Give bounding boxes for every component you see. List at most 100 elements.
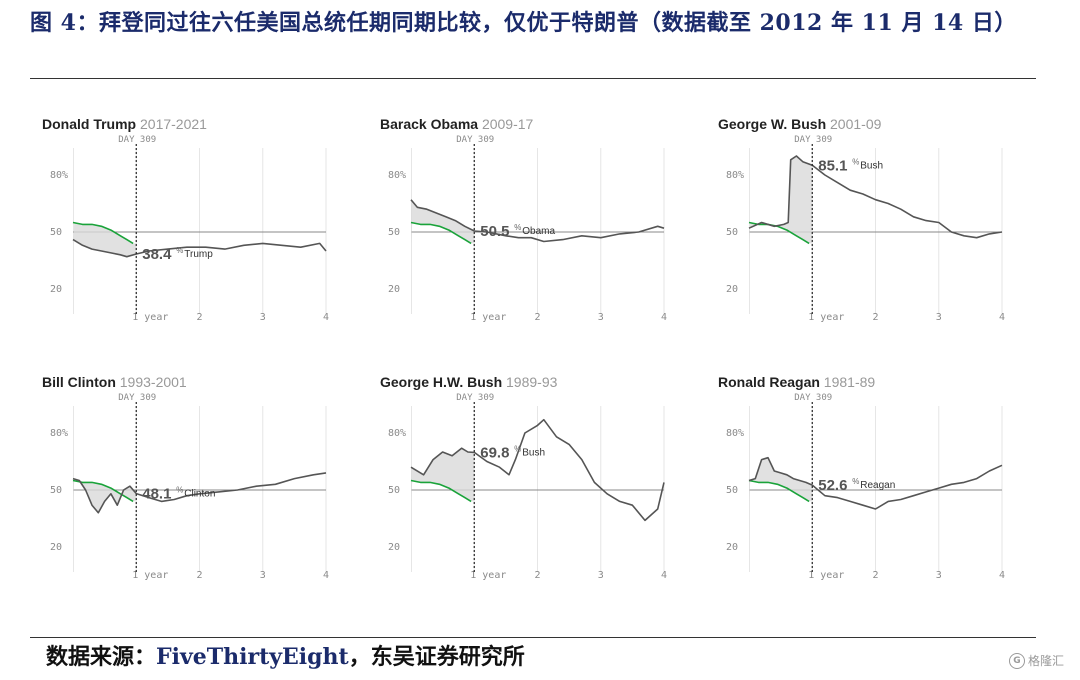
chart-title: Barack Obama 2009-17 — [380, 116, 534, 132]
chart-title: George W. Bush 2001-09 — [718, 116, 882, 132]
y-tick-label: 80% — [726, 428, 744, 439]
x-tick-label: 4 — [661, 570, 667, 581]
day-marker-label: DAY 309 — [118, 393, 156, 403]
y-tick-label: 80% — [726, 170, 744, 181]
series-biden-line — [748, 479, 810, 503]
x-tick-label: 4 — [661, 312, 667, 323]
source-note: 数据来源：FiveThirtyEight，东吴证券研究所 — [46, 640, 525, 674]
x-tick-label: 3 — [936, 570, 942, 581]
y-tick-label: 20 — [726, 542, 738, 553]
x-tick-label: 4 — [999, 312, 1005, 323]
y-tick-label: 50 — [50, 227, 62, 238]
x-tick-label: 1 year — [808, 570, 844, 581]
callout-value: 50.5 — [480, 223, 509, 240]
x-tick-label: 3 — [260, 570, 266, 581]
day-marker-label: DAY 309 — [456, 135, 494, 145]
y-tick-label: 20 — [388, 284, 400, 295]
term-years: 1989-93 — [506, 374, 558, 390]
x-tick-label: 2 — [873, 312, 879, 323]
series-approval-line — [72, 472, 327, 514]
x-tick-label: 3 — [598, 312, 604, 323]
series-biden-line — [748, 221, 810, 245]
day-marker-label: DAY 309 — [118, 135, 156, 145]
source-label: 数据来源： — [46, 644, 157, 670]
x-tick-label: 2 — [197, 570, 203, 581]
x-tick-label: 1 year — [808, 312, 844, 323]
chart-title: Ronald Reagan 1981-89 — [718, 374, 875, 390]
difference-shade — [411, 448, 475, 502]
source-rule — [30, 637, 1036, 638]
chart-panel: Ronald Reagan 1981-89 80% 50 20 1 year 2 3 4 DAY… — [718, 374, 1005, 581]
watermark-logo-icon: G — [1008, 652, 1025, 669]
term-years: 1993-2001 — [120, 374, 187, 390]
difference-shade — [749, 457, 813, 502]
callout-unit: % — [176, 486, 183, 495]
x-tick-label: 1 year — [132, 570, 168, 581]
callout-name: Obama — [522, 226, 555, 237]
x-tick-label: 3 — [260, 312, 266, 323]
president-name: Bill Clinton — [42, 374, 120, 390]
chart-panel: Bill Clinton 1993-2001 80% 50 20 1 year 2 3 4 DA… — [42, 374, 329, 581]
callout-unit: % — [514, 223, 521, 232]
president-name: George W. Bush — [718, 116, 830, 132]
series-approval-line — [748, 456, 1003, 510]
chart-title: George H.W. Bush 1989-93 — [380, 374, 558, 390]
series-approval-line — [748, 155, 1003, 239]
title-rule — [30, 78, 1036, 79]
chart-panel: George H.W. Bush 1989-93 80% 50 20 1 year 2 3 4… — [380, 374, 667, 581]
callout-value: 52.6 — [818, 477, 847, 494]
difference-shade — [411, 199, 475, 244]
y-tick-label: 50 — [50, 485, 62, 496]
series-biden-line — [72, 221, 134, 245]
source-rest: ，东吴证券研究所 — [348, 644, 525, 670]
day-marker-label: DAY 309 — [794, 135, 832, 145]
y-tick-label: 80% — [388, 428, 406, 439]
callout-unit: % — [852, 157, 859, 166]
x-tick-label: 4 — [323, 570, 329, 581]
chart-panel: George W. Bush 2001-09 80% 50 20 1 year 2 3 4 DA… — [718, 116, 1005, 323]
series-biden-line — [72, 479, 134, 503]
y-tick-label: 50 — [726, 485, 738, 496]
series-approval-line — [72, 238, 327, 258]
y-tick-label: 20 — [50, 284, 62, 295]
difference-shade — [749, 156, 813, 244]
callout-name: Reagan — [860, 480, 895, 491]
x-tick-label: 1 year — [132, 312, 168, 323]
watermark: G 格隆汇 — [1008, 652, 1064, 669]
y-tick-label: 80% — [388, 170, 406, 181]
x-tick-label: 4 — [999, 570, 1005, 581]
day-marker-label: DAY 309 — [794, 393, 832, 403]
y-tick-label: 20 — [388, 542, 400, 553]
callout-name: Trump — [184, 249, 213, 260]
callout-unit: % — [514, 444, 521, 453]
x-tick-label: 2 — [873, 570, 879, 581]
source-name: FiveThirtyEight — [156, 644, 349, 670]
x-tick-label: 2 — [535, 570, 541, 581]
x-tick-label: 1 year — [470, 570, 506, 581]
y-tick-label: 80% — [50, 428, 68, 439]
figure-title: 图 4：拜登同过往六任美国总统任期同期比较，仅优于特朗普（数据截至 2012 年… — [30, 10, 1017, 36]
callout-value: 48.1 — [142, 486, 171, 503]
chart-title: Bill Clinton 1993-2001 — [42, 374, 187, 390]
series-biden-line — [410, 479, 472, 503]
callout-name: Clinton — [184, 489, 215, 500]
x-tick-label: 3 — [598, 570, 604, 581]
callout-name: Bush — [522, 447, 545, 458]
president-name: Barack Obama — [380, 116, 482, 132]
x-tick-label: 3 — [936, 312, 942, 323]
callout-unit: % — [852, 477, 859, 486]
x-tick-label: 4 — [323, 312, 329, 323]
term-years: 2001-09 — [830, 116, 882, 132]
difference-shade — [73, 478, 137, 513]
callout-value: 85.1 — [818, 157, 847, 174]
callout-name: Bush — [860, 160, 883, 171]
y-tick-label: 50 — [388, 227, 400, 238]
x-tick-label: 2 — [197, 312, 203, 323]
y-tick-label: 20 — [726, 284, 738, 295]
callout-value: 69.8 — [480, 444, 509, 461]
chart-panel: Donald Trump 2017-2021 80% 50 20 1 year 2 3 4 DA… — [42, 116, 329, 323]
term-years: 1981-89 — [824, 374, 876, 390]
day-marker-label: DAY 309 — [456, 393, 494, 403]
chart-title: Donald Trump 2017-2021 — [42, 116, 207, 132]
